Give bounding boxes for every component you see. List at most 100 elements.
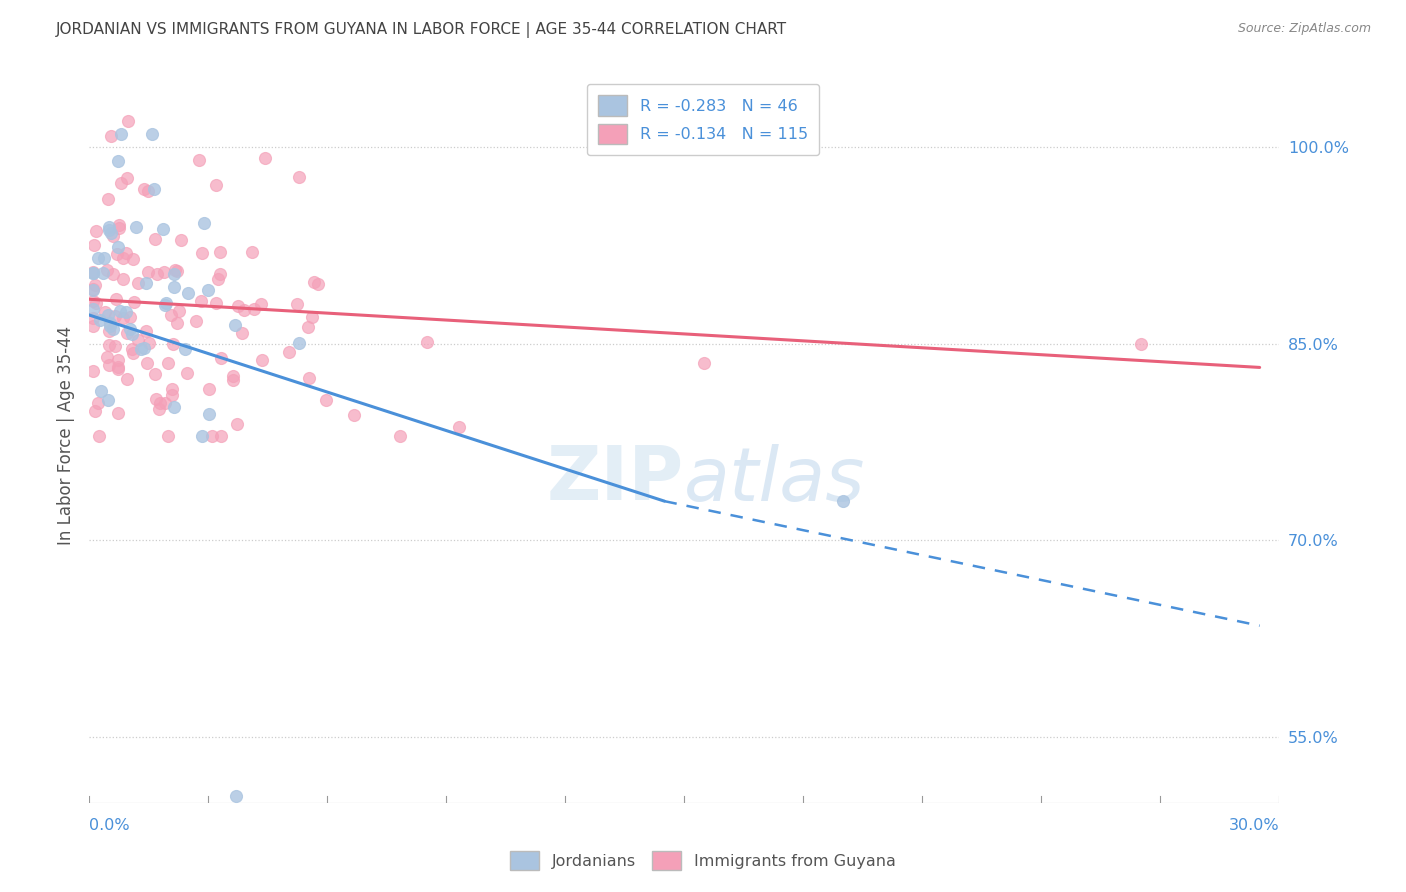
Point	[87, 428, 110, 442]
Point	[96, 263, 118, 277]
Point	[107, 406, 129, 420]
Point	[100, 129, 122, 144]
Point	[166, 316, 188, 330]
Point	[115, 372, 138, 386]
Point	[176, 366, 198, 380]
Point	[101, 267, 124, 281]
Point	[222, 368, 245, 383]
Point	[188, 153, 211, 167]
Point	[97, 308, 120, 322]
Point	[107, 154, 129, 169]
Point	[97, 338, 120, 352]
Point	[98, 223, 121, 237]
Point	[163, 263, 186, 277]
Point	[107, 360, 129, 375]
Point	[167, 304, 190, 318]
Point	[277, 344, 299, 359]
Legend: R = -0.283   N = 46, R = -0.134   N = 115: R = -0.283 N = 46, R = -0.134 N = 115	[588, 84, 820, 155]
Point	[107, 353, 129, 368]
Point	[693, 357, 716, 371]
Point	[163, 401, 186, 415]
Point	[198, 407, 221, 421]
Point	[122, 294, 145, 309]
Point	[162, 382, 184, 396]
Point	[82, 293, 104, 308]
Point	[98, 316, 121, 330]
Point	[100, 318, 122, 333]
Point	[156, 355, 179, 369]
Point	[449, 420, 471, 434]
Point	[104, 339, 127, 353]
Point	[143, 182, 166, 196]
Point	[118, 321, 141, 335]
Point	[82, 284, 104, 298]
Point	[136, 184, 159, 198]
Point	[83, 237, 105, 252]
Point	[315, 392, 337, 407]
Point	[82, 364, 104, 378]
Point	[208, 244, 231, 259]
Point	[153, 265, 176, 279]
Point	[162, 336, 184, 351]
Point	[105, 246, 128, 260]
Point	[208, 267, 231, 281]
Point	[84, 224, 107, 238]
Point	[100, 227, 122, 241]
Point	[89, 313, 111, 327]
Text: JORDANIAN VS IMMIGRANTS FROM GUYANA IN LABOR FORCE | AGE 35-44 CORRELATION CHART: JORDANIAN VS IMMIGRANTS FROM GUYANA IN L…	[56, 22, 787, 38]
Point	[108, 218, 131, 232]
Point	[204, 178, 226, 192]
Point	[166, 264, 188, 278]
Point	[82, 264, 104, 278]
Point	[143, 232, 166, 246]
Point	[209, 351, 232, 365]
Point	[118, 310, 141, 324]
Point	[97, 358, 120, 372]
Point	[114, 304, 136, 318]
Text: 30.0%: 30.0%	[1229, 819, 1279, 833]
Point	[83, 403, 105, 417]
Point	[97, 219, 120, 234]
Point	[97, 392, 120, 407]
Point	[121, 326, 143, 341]
Point	[155, 396, 177, 410]
Point	[160, 308, 183, 322]
Point	[252, 353, 274, 368]
Point	[121, 342, 143, 356]
Point	[155, 295, 177, 310]
Point	[149, 395, 172, 409]
Point	[297, 371, 319, 385]
Point	[91, 266, 114, 280]
Point	[225, 417, 247, 431]
Point	[186, 313, 208, 327]
Point	[101, 321, 124, 335]
Point	[103, 229, 125, 244]
Point	[94, 305, 117, 319]
Point	[138, 336, 160, 351]
Point	[127, 276, 149, 290]
Point	[224, 318, 246, 332]
Point	[201, 428, 224, 442]
Point	[389, 428, 412, 442]
Point	[110, 303, 132, 318]
Point	[254, 152, 277, 166]
Point	[84, 296, 107, 310]
Point	[231, 326, 253, 340]
Point	[105, 293, 128, 307]
Point	[82, 318, 104, 333]
Point	[141, 127, 163, 141]
Point	[115, 170, 138, 185]
Point	[301, 310, 323, 324]
Point	[110, 127, 132, 141]
Point	[148, 402, 170, 417]
Point	[287, 336, 309, 351]
Point	[209, 428, 232, 442]
Point	[156, 428, 179, 442]
Point	[190, 428, 212, 442]
Point	[288, 170, 311, 185]
Point	[97, 192, 120, 206]
Point	[307, 277, 329, 292]
Point	[82, 266, 104, 280]
Text: ZIP: ZIP	[547, 443, 685, 516]
Point	[127, 333, 149, 347]
